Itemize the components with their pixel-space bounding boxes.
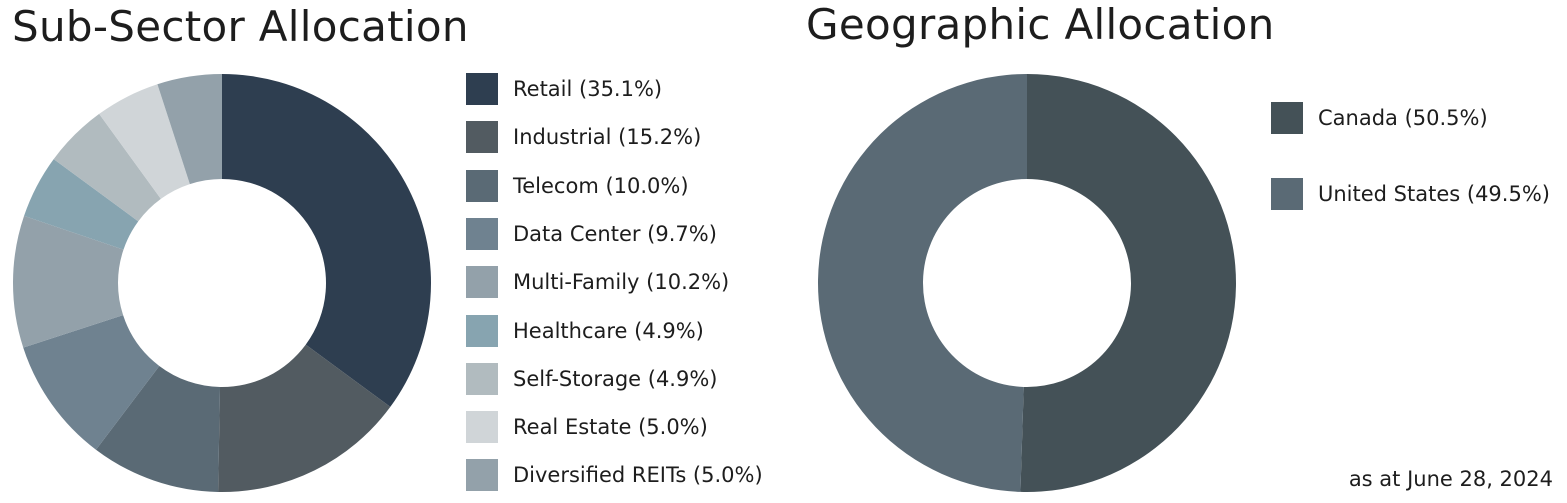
legend-swatch (466, 121, 498, 154)
legend-label: Self-Storage (4.9%) (513, 366, 718, 391)
slice-retail (222, 74, 431, 407)
legend-item-united-states: United States (49.5%) (1271, 178, 1550, 210)
geographic-panel: Geographic Allocation Canada (50.5%) Unit… (790, 0, 1567, 503)
legend-label: United States (49.5%) (1318, 182, 1550, 206)
legend-label: Retail (35.1%) (513, 77, 663, 101)
legend-swatch (466, 459, 498, 492)
legend-item-multi-family: Multi-Family (10.2%) (466, 266, 730, 299)
as-of-date-footnote: as at June 28, 2024 (1348, 467, 1553, 491)
legend-label: Multi-Family (10.2%) (513, 270, 730, 295)
slice-diversified-reits (157, 74, 222, 185)
legend-swatch (1271, 178, 1303, 210)
legend-swatch (1271, 102, 1303, 134)
legend-item-healthcare: Healthcare (4.9%) (466, 314, 704, 347)
legend-item-self-storage: Self-Storage (4.9%) (466, 362, 718, 395)
legend-swatch (466, 73, 498, 105)
legend-label: Canada (50.5%) (1318, 106, 1488, 130)
legend-label: Telecom (10.0%) (513, 173, 689, 198)
slice-data-center (23, 315, 160, 450)
sub-sector-panel: Sub-Sector Allocation Retail (35.1%) Indu… (12, 2, 763, 492)
legend-item-telecom: Telecom (10.0%) (466, 169, 689, 202)
legend-swatch (466, 217, 498, 250)
geographic-donut-chart (817, 74, 1236, 493)
slice-united-states (817, 74, 1027, 492)
legend-label: Real Estate (5.0%) (513, 415, 708, 440)
sub-sector-title: Sub-Sector Allocation (12, 2, 469, 51)
legend-label: Data Center (9.7%) (513, 221, 717, 246)
legend-label: Industrial (15.2%) (513, 125, 702, 150)
slice-industrial (218, 344, 391, 492)
geographic-title: Geographic Allocation (806, 0, 1275, 49)
legend-swatch (466, 266, 498, 299)
sub-sector-donut-chart (12, 74, 431, 492)
slice-real-estate (99, 84, 190, 199)
legend-item-retail: Retail (35.1%) (466, 73, 662, 105)
legend-swatch (466, 411, 498, 444)
legend-item-real-estate: Real Estate (5.0%) (466, 411, 708, 444)
slice-multi-family (12, 215, 124, 348)
legend-swatch (466, 169, 498, 202)
slice-canada (1020, 74, 1236, 493)
legend-label: Diversified REITs (5.0%) (513, 463, 763, 488)
legend-item-diversified-reits: Diversified REITs (5.0%) (466, 459, 763, 492)
legend-swatch (466, 314, 498, 347)
slice-healthcare (24, 159, 139, 250)
legend-item-data-center: Data Center (9.7%) (466, 217, 717, 250)
legend-swatch (466, 362, 498, 395)
slice-self-storage (53, 113, 161, 222)
legend-label: Healthcare (4.9%) (513, 318, 704, 343)
slice-telecom (95, 365, 221, 492)
legend-item-canada: Canada (50.5%) (1271, 102, 1488, 134)
legend-item-industrial: Industrial (15.2%) (466, 121, 702, 154)
